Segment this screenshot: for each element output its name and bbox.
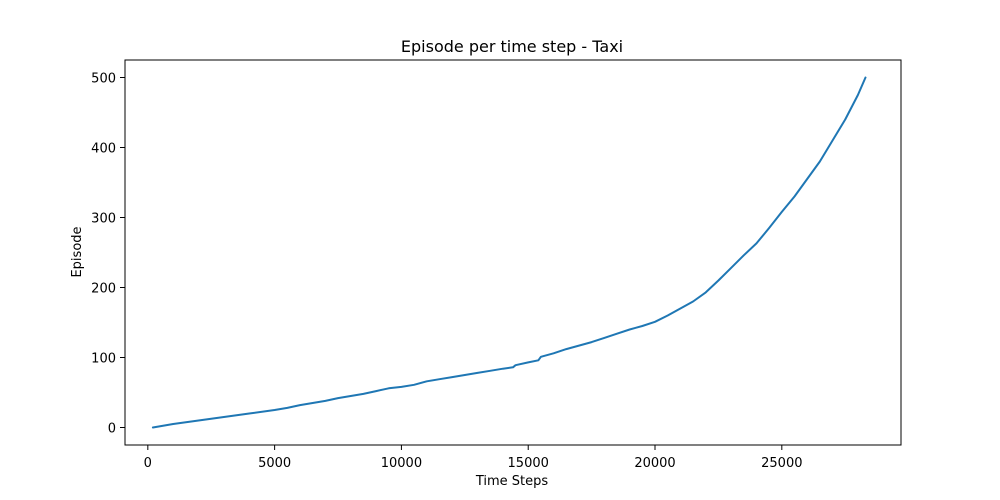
y-tick-label: 400 <box>91 142 116 157</box>
x-tick-label: 15000 <box>508 456 549 471</box>
x-axis-label: Time Steps <box>475 474 549 489</box>
y-tick-label: 200 <box>91 282 116 297</box>
y-tick-label: 0 <box>108 422 116 437</box>
x-tick-label: 0 <box>144 456 152 471</box>
y-axis: 0 100 200 300 400 500 <box>91 72 125 437</box>
plot-area <box>151 76 867 429</box>
y-tick-label: 500 <box>91 72 116 87</box>
chart-title: Episode per time step - Taxi <box>401 37 623 56</box>
x-tick-label: 25000 <box>761 456 802 471</box>
x-tick-label: 5000 <box>258 456 291 471</box>
x-tick-label: 20000 <box>634 456 675 471</box>
x-tick-label: 10000 <box>381 456 422 471</box>
y-tick-label: 300 <box>91 212 116 227</box>
series-line <box>151 76 867 429</box>
y-axis-label: Episode <box>70 226 85 277</box>
y-tick-label: 100 <box>91 352 116 367</box>
plot-frame <box>124 59 902 446</box>
x-axis: 0 5000 10000 15000 20000 25000 <box>144 445 802 471</box>
